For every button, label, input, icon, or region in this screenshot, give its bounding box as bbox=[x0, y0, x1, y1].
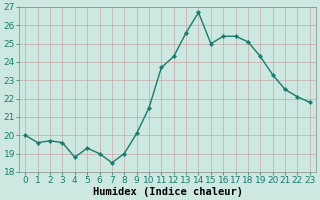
X-axis label: Humidex (Indice chaleur): Humidex (Indice chaleur) bbox=[92, 186, 243, 197]
